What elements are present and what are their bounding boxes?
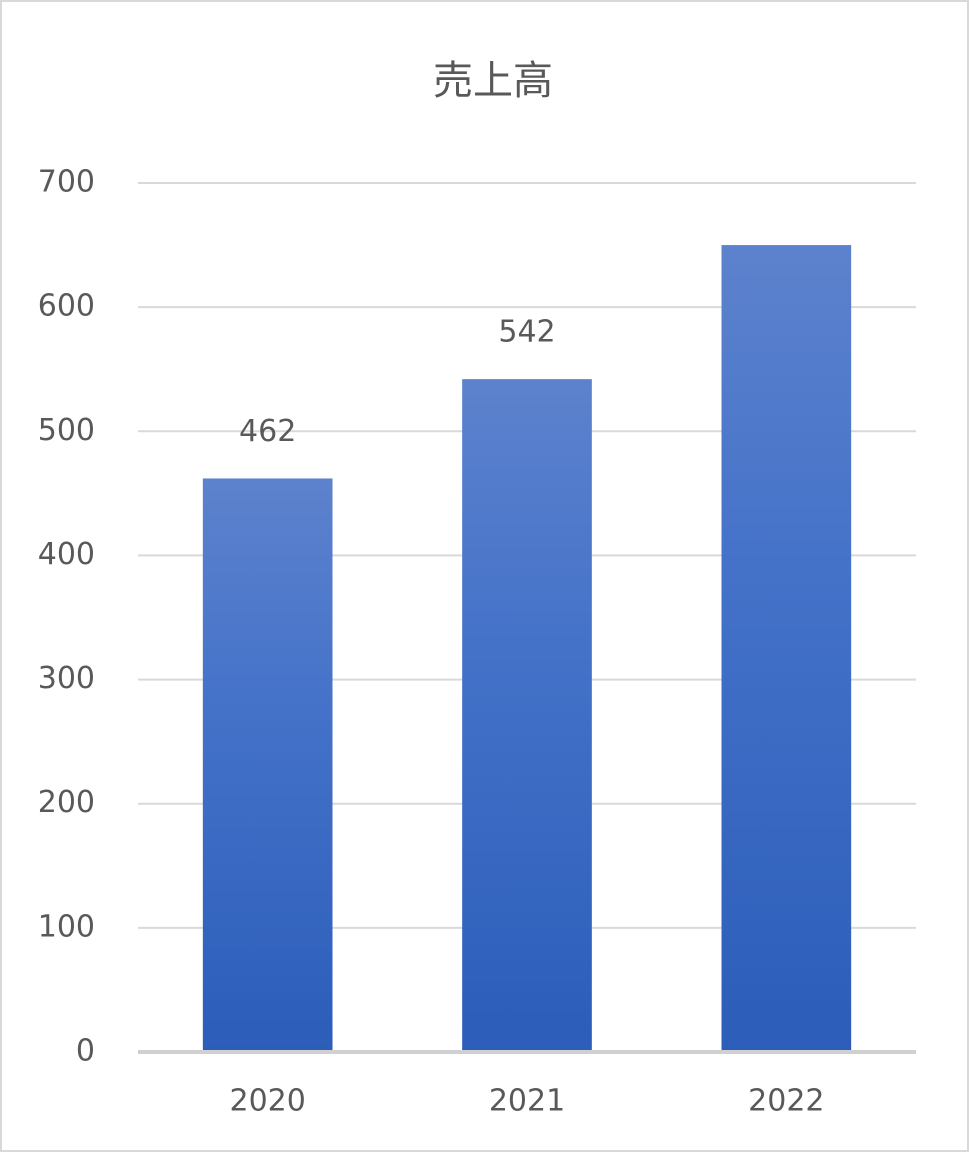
- x-tick-label: 2020: [229, 1084, 305, 1119]
- y-tick-label: 600: [38, 289, 95, 324]
- x-tick-label: 2022: [748, 1084, 824, 1119]
- y-tick-label: 0: [76, 1034, 95, 1069]
- bar: [462, 379, 592, 1052]
- y-tick-label: 400: [38, 537, 95, 572]
- bar: [202, 478, 333, 1053]
- x-tick-label: 2021: [489, 1084, 565, 1119]
- y-tick-label: 300: [38, 661, 95, 696]
- y-tick-label: 100: [38, 909, 95, 944]
- bar: [721, 245, 852, 1053]
- y-tick-label: 500: [38, 413, 95, 448]
- data-label: 542: [498, 315, 555, 350]
- data-label: 462: [239, 414, 296, 449]
- y-tick-label: 700: [38, 165, 95, 200]
- chart-title: 売上高: [433, 58, 553, 104]
- y-tick-label: 200: [38, 785, 95, 820]
